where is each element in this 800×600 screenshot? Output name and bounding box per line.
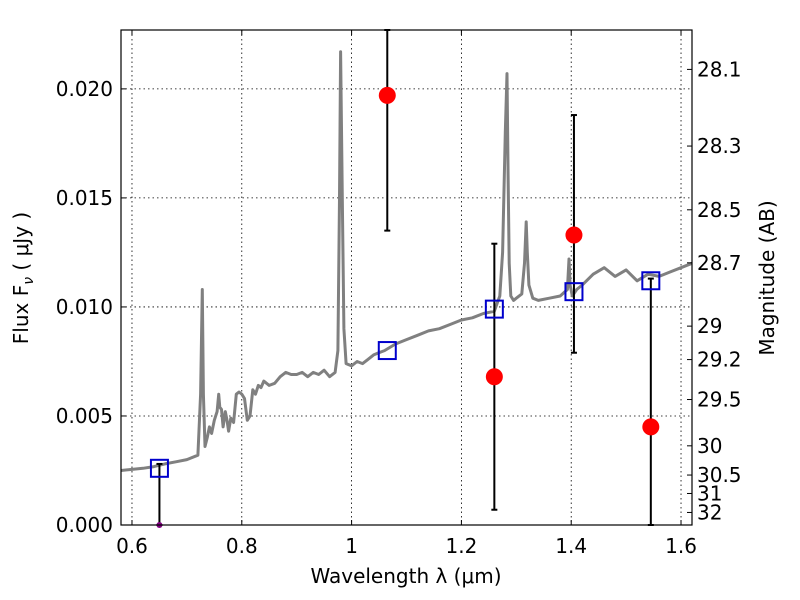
y-tick-label: 0.020 [56, 77, 113, 101]
mag-tick-label: 28.5 [697, 198, 742, 222]
x-tick-label: 0.8 [226, 534, 258, 558]
observed-flux-point [565, 226, 583, 244]
y-tick-label: 0.015 [56, 186, 113, 210]
mag-tick-label: 30 [697, 434, 722, 458]
y-tick-label: 0.000 [56, 513, 113, 537]
mag-tick-label: 28.7 [697, 251, 742, 275]
y-ticks: 0.000 0.005 0.010 0.015 0.020 [56, 77, 126, 537]
model-photometry-square [377, 341, 397, 361]
y-axis-title: Flux Fν ( μJy ) [9, 212, 37, 344]
mag-tick-label: 32 [697, 500, 722, 524]
y-tick-label: 0.005 [56, 404, 113, 428]
model-photometry-square [641, 271, 661, 291]
plot-frame [120, 29, 693, 526]
observed-flux-point [485, 368, 503, 386]
x-ticks: 0.6 0.8 1 1.2 1.4 1.6 [116, 30, 697, 558]
x-tick-label: 1.6 [665, 534, 697, 558]
mag-tick-label: 29.5 [697, 388, 742, 412]
y-tick-label: 0.010 [56, 295, 113, 319]
model-photometry-points [149, 271, 661, 478]
x-tick-label: 1.2 [445, 534, 477, 558]
x-tick-label: 0.6 [116, 534, 148, 558]
spectrum-layer [120, 50, 693, 472]
model-photometry-square [484, 299, 504, 319]
mag-tick-label: 29 [697, 314, 722, 338]
model-spectrum-line [120, 50, 693, 472]
right-axis-title: Magnitude (AB) [755, 200, 779, 355]
model-photometry-square [564, 282, 584, 302]
x-axis-title: Wavelength λ (μm) [310, 564, 501, 588]
x-tick-label: 1.4 [555, 534, 587, 558]
observed-points [156, 86, 660, 528]
mag-tick-label: 30.5 [697, 463, 742, 487]
x-tick-label: 1 [345, 534, 358, 558]
observed-flux-point [378, 86, 396, 104]
model-photometry-square [149, 458, 169, 478]
mag-tick-label: 31 [697, 481, 722, 505]
mag-tick-label: 29.2 [697, 348, 742, 372]
mag-tick-label: 28.1 [697, 57, 742, 81]
observed-flux-point [642, 418, 660, 436]
mag-tick-label: 28.3 [697, 134, 742, 158]
